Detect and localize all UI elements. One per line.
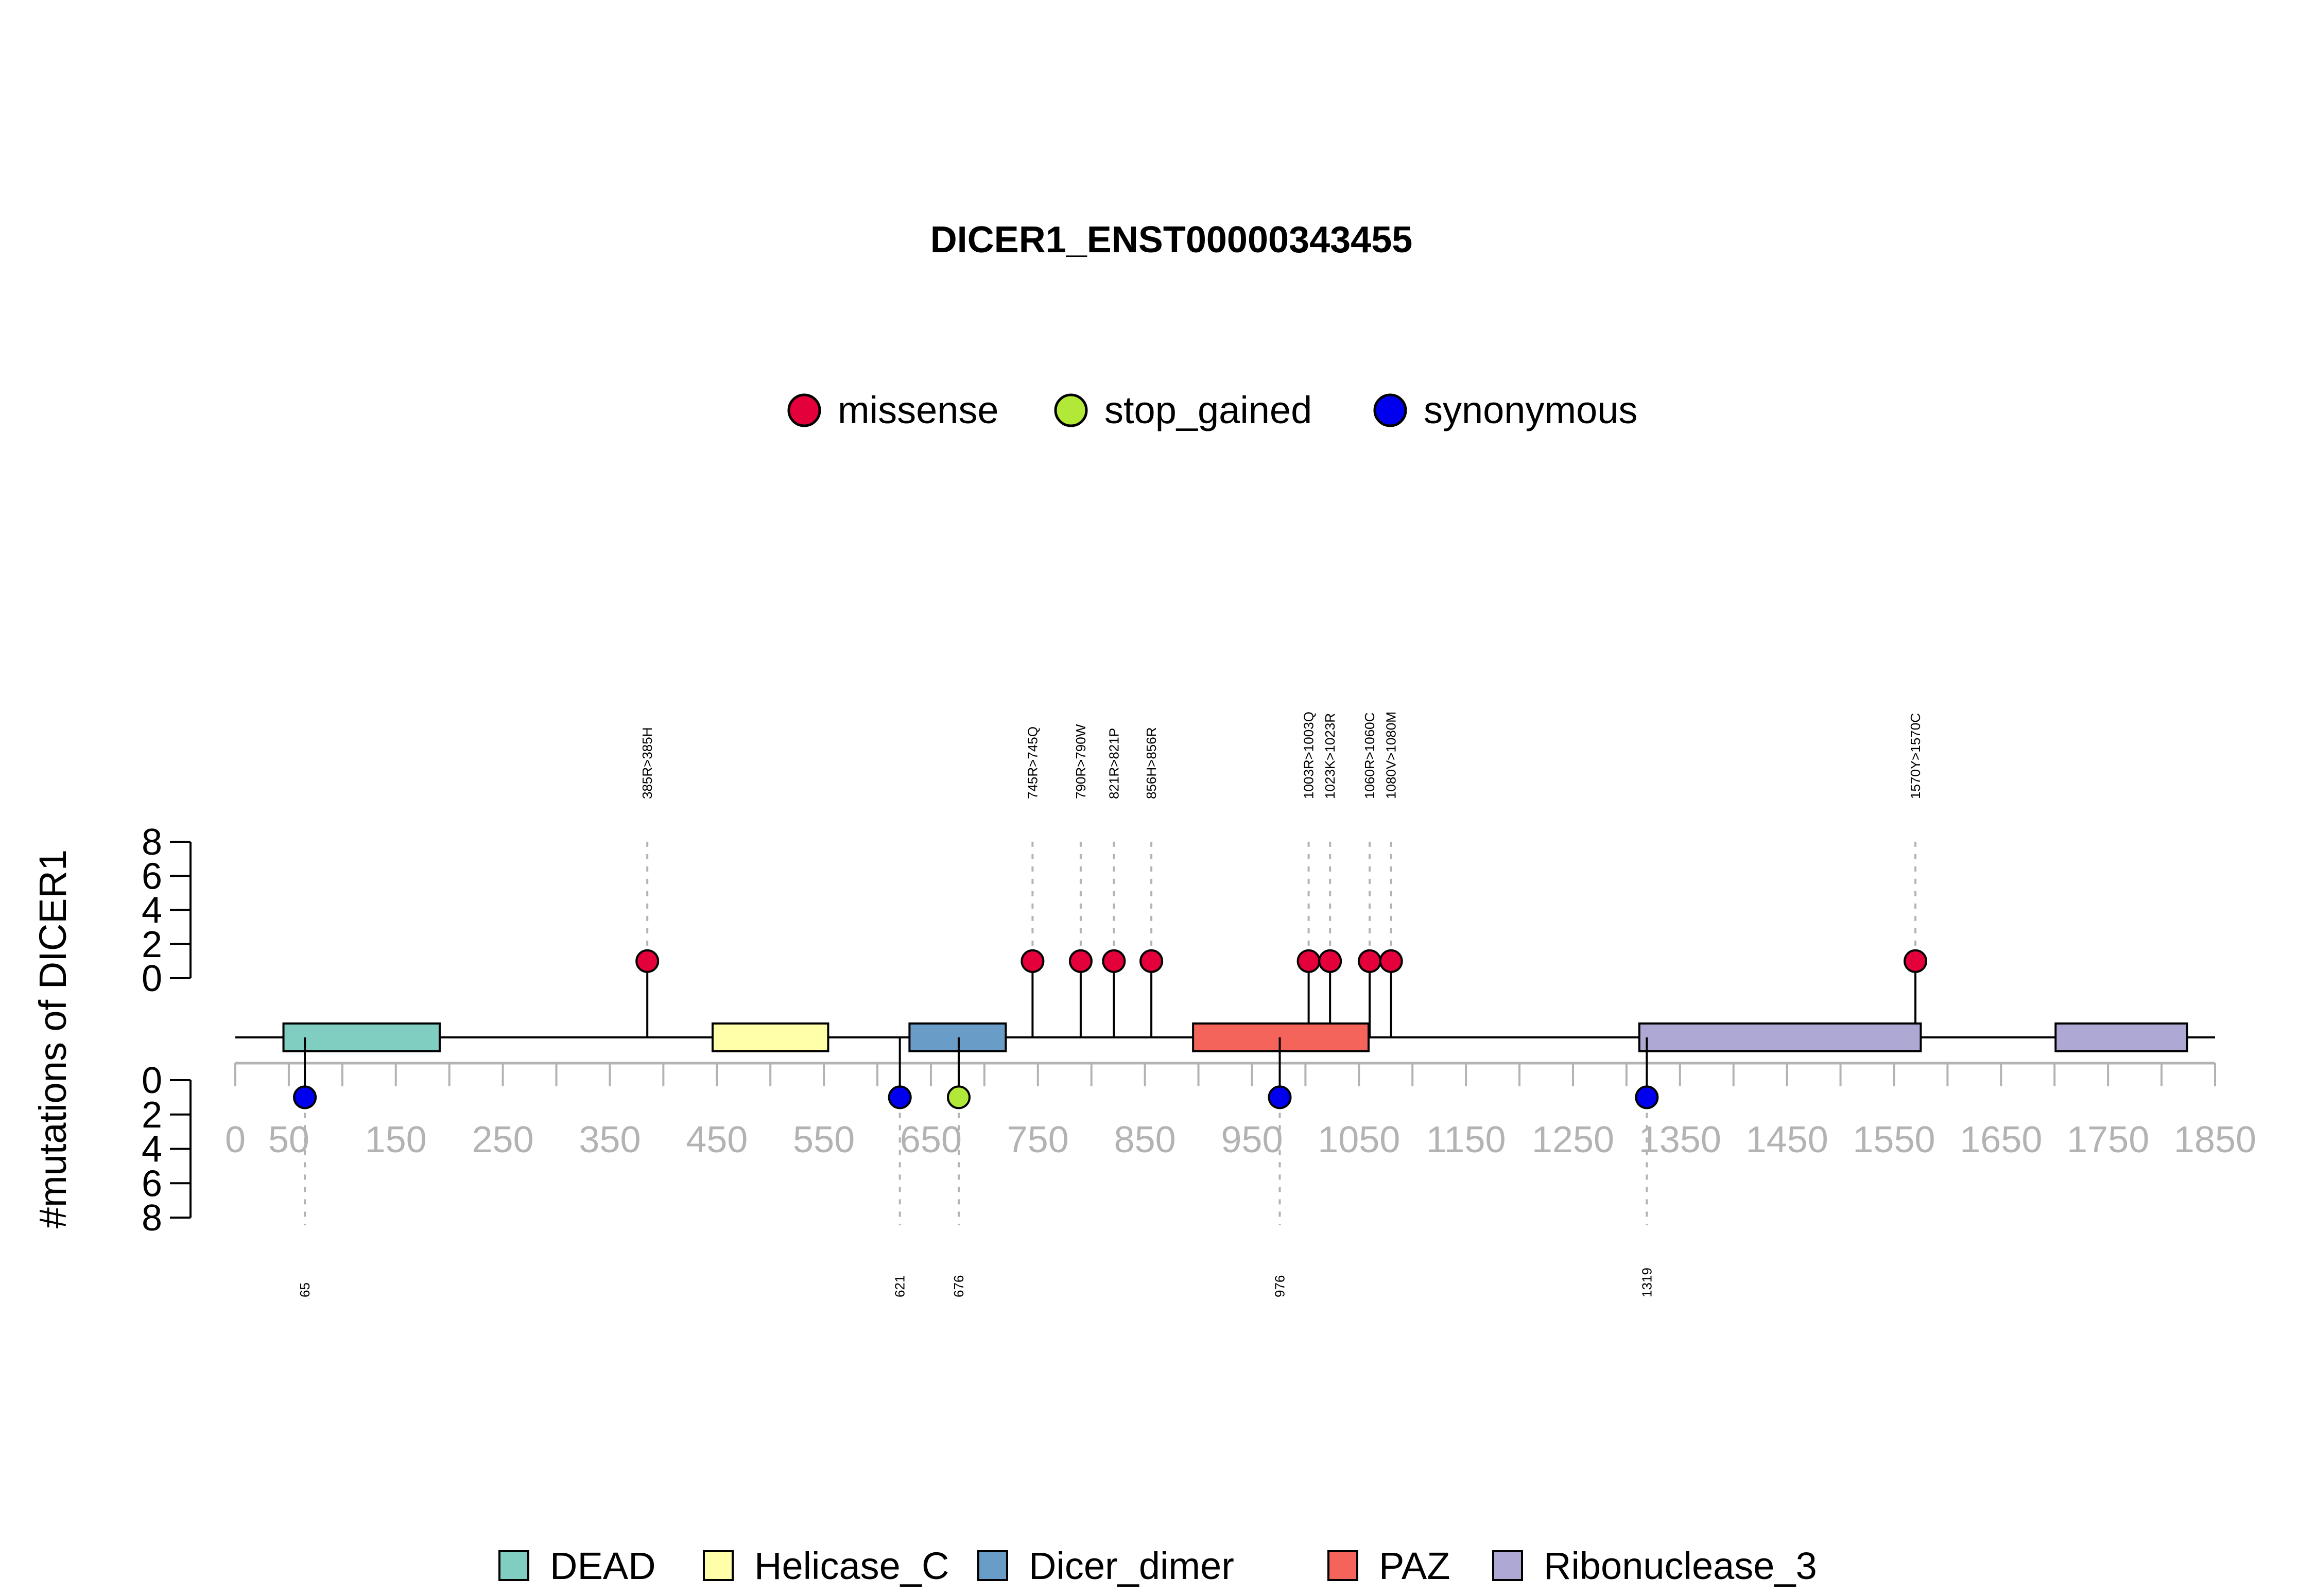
y-tick-label-top-8: 8 xyxy=(142,822,162,863)
domain-legend-swatch-DEAD xyxy=(498,1550,529,1581)
legend-label-stop_gained: stop_gained xyxy=(1104,389,1312,431)
mutation-label-745R>745Q: 745R>745Q xyxy=(1025,726,1040,799)
domain-Ribonuclease_3-5 xyxy=(2054,1022,2188,1052)
point-bottom-65 xyxy=(293,1085,317,1109)
domain-legend: DEAD Helicase_C Dicer_dimer PAZ Ribonuclease… xyxy=(498,1545,1817,1587)
point-bottom-1319 xyxy=(1635,1085,1659,1109)
y-tick-label-top-6: 6 xyxy=(142,856,162,897)
x-tick-label-950: 950 xyxy=(1221,1119,1283,1160)
point-bottom-976 xyxy=(1268,1085,1292,1109)
domain-legend-label-PAZ: PAZ xyxy=(1379,1545,1450,1587)
x-tick-label-250: 250 xyxy=(472,1119,534,1160)
mutation-label-bottom-65: 65 xyxy=(297,1282,313,1297)
x-tick-label-1650: 1650 xyxy=(1960,1119,2042,1160)
domain-legend-label-Dicer_dimer: Dicer_dimer xyxy=(1029,1545,1234,1587)
x-tick-label-50: 50 xyxy=(268,1119,309,1160)
mutation-label-1003R>1003Q: 1003R>1003Q xyxy=(1301,712,1317,799)
point-bottom-676 xyxy=(946,1085,971,1109)
domain-legend-label-Helicase_C: Helicase_C xyxy=(754,1545,949,1587)
x-tick-label-750: 750 xyxy=(1007,1119,1069,1160)
domain-legend-label-Ribonuclease_3: Ribonuclease_3 xyxy=(1544,1545,1817,1587)
mutation-label-bottom-1319: 1319 xyxy=(1639,1268,1654,1297)
y-tick-label-top-2: 2 xyxy=(142,924,162,965)
y-tick-label-bottom-6: 6 xyxy=(142,1163,162,1204)
point-1023K>1023R xyxy=(1318,949,1342,973)
mutation-label-385R>385H: 385R>385H xyxy=(639,727,655,800)
domain-Dicer_dimer-2 xyxy=(908,1022,1007,1052)
point-745R>745Q xyxy=(1021,949,1045,973)
x-tick-label-650: 650 xyxy=(900,1119,962,1160)
legend-label-missense: missense xyxy=(838,389,999,431)
y-tick-label-bottom-2: 2 xyxy=(142,1095,162,1136)
x-tick-label-150: 150 xyxy=(365,1119,427,1160)
mutation-label-790R>790W: 790R>790W xyxy=(1073,724,1088,799)
x-tick-label-1450: 1450 xyxy=(1746,1119,1828,1160)
x-tick-label-0: 0 xyxy=(225,1119,246,1160)
y-tick-label-bottom-0: 0 xyxy=(142,1060,162,1101)
mutation-label-856H>856R: 856H>856R xyxy=(1144,727,1159,800)
point-1003R>1003Q xyxy=(1296,949,1321,973)
mutation-label-1080V>1080M: 1080V>1080M xyxy=(1384,712,1399,799)
y-tick-label-top-4: 4 xyxy=(142,890,162,931)
mutation-label-1023K>1023R: 1023K>1023R xyxy=(1322,713,1338,799)
domain-legend-swatch-Helicase_C xyxy=(703,1550,734,1581)
domain-legend-label-DEAD: DEAD xyxy=(550,1545,656,1587)
domain-legend-swatch-Ribonuclease_3 xyxy=(1492,1550,1523,1581)
y-axis-label: #mutations of DICER1 xyxy=(31,849,74,1228)
point-1060R>1060C xyxy=(1358,949,1382,973)
mutation-label-821R>821P: 821R>821P xyxy=(1106,728,1121,799)
domain-DEAD-0 xyxy=(282,1022,441,1052)
mutation-points xyxy=(293,949,1928,1109)
point-790R>790W xyxy=(1068,949,1093,973)
legend-marker-synonymous xyxy=(1373,393,1407,427)
legend-label-synonymous: synonymous xyxy=(1424,389,1637,431)
y-tick-label-top-0: 0 xyxy=(142,958,162,999)
x-tick-label-550: 550 xyxy=(793,1119,855,1160)
domain-Ribonuclease_3-4 xyxy=(1638,1022,1922,1052)
x-tick-label-1150: 1150 xyxy=(1426,1119,1506,1160)
protein-domains xyxy=(282,1022,2188,1052)
x-tick-label-1050: 1050 xyxy=(1318,1119,1400,1160)
legend-marker-stop_gained xyxy=(1054,393,1088,427)
legend-marker-missense xyxy=(787,393,821,427)
y-tick-label-bottom-4: 4 xyxy=(142,1129,162,1170)
mutation-label-bottom-976: 976 xyxy=(1272,1275,1287,1297)
mutation-label-bottom-676: 676 xyxy=(951,1275,966,1297)
mutation-legend: missense stop_gained synonymous xyxy=(787,389,1637,431)
point-821R>821P xyxy=(1102,949,1126,973)
x-tick-label-1350: 1350 xyxy=(1639,1119,1721,1160)
x-tick-label-1750: 1750 xyxy=(2067,1119,2149,1160)
domain-legend-swatch-PAZ xyxy=(1327,1550,1358,1581)
mutation-label-1570Y>1570C: 1570Y>1570C xyxy=(1908,713,1923,799)
y-tick-label-bottom-8: 8 xyxy=(142,1198,162,1239)
point-1080V>1080M xyxy=(1379,949,1403,973)
point-bottom-621 xyxy=(888,1085,912,1109)
domain-legend-swatch-Dicer_dimer xyxy=(977,1550,1008,1581)
x-tick-label-450: 450 xyxy=(686,1119,748,1160)
domain-Helicase_C-1 xyxy=(711,1022,829,1052)
x-tick-label-350: 350 xyxy=(579,1119,641,1160)
point-1570Y>1570C xyxy=(1904,949,1928,973)
x-axis: 0 50 150 250 350 450 550 650 750 850 950 1050 1150 12… xyxy=(225,1062,2256,1160)
x-tick-label-1250: 1250 xyxy=(1532,1119,1614,1160)
x-tick-label-850: 850 xyxy=(1114,1119,1176,1160)
x-tick-label-1850: 1850 xyxy=(2174,1119,2256,1160)
point-856H>856R xyxy=(1139,949,1164,973)
domain-PAZ-3 xyxy=(1192,1022,1370,1052)
mutation-stems-top xyxy=(646,837,1917,1037)
point-385R>385H xyxy=(635,949,660,973)
mutation-labels: 385R>385H 745R>745Q 790R>790W 821R>821P 856H… xyxy=(297,712,1923,1297)
x-tick-label-1550: 1550 xyxy=(1853,1119,1935,1160)
chart-title: DICER1_ENST00000343455 xyxy=(930,219,1413,261)
mutation-label-1060R>1060C: 1060R>1060C xyxy=(1362,713,1377,799)
mutation-label-bottom-621: 621 xyxy=(892,1275,908,1297)
